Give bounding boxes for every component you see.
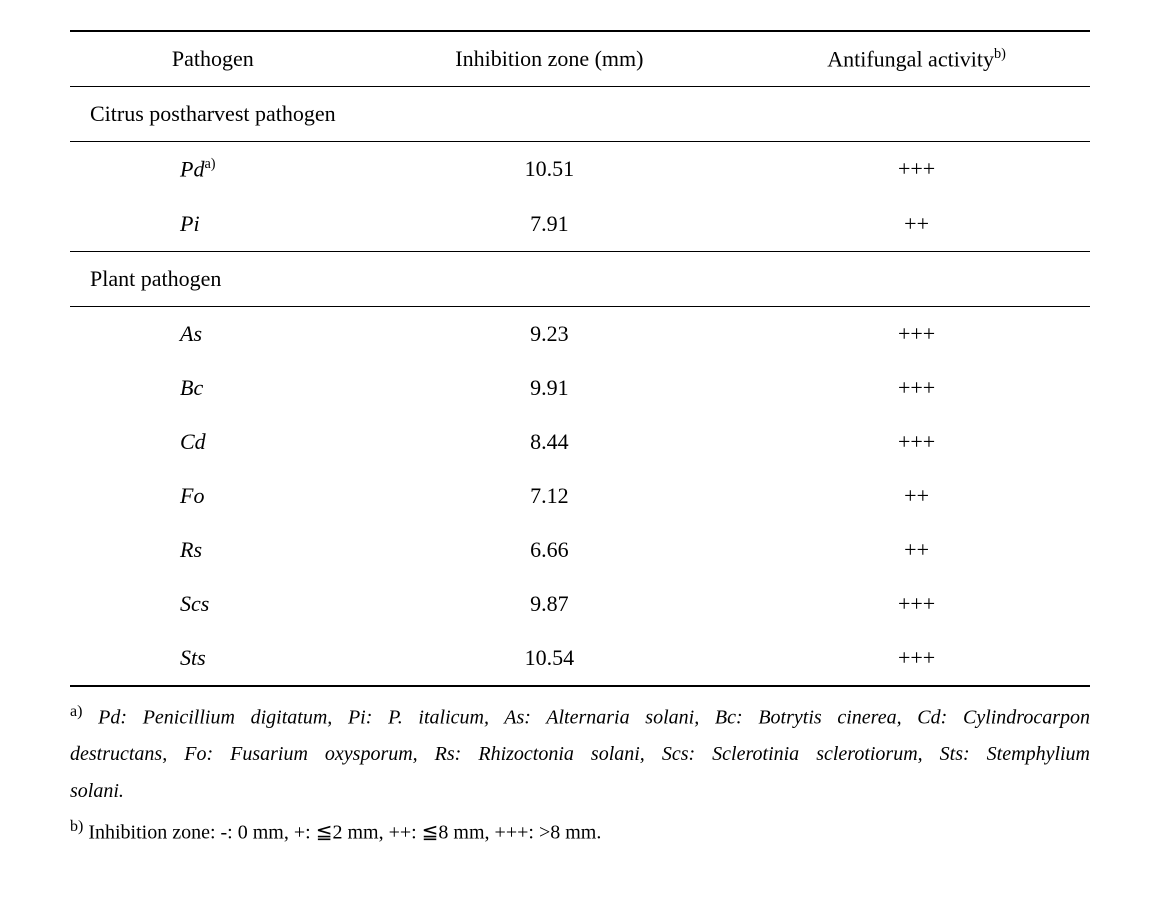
footnote-b-text: Inhibition zone: -: 0 mm, +: ≦2 mm, ++: … — [88, 822, 601, 844]
zone-value: 10.51 — [356, 142, 744, 197]
activity-value: ++ — [743, 197, 1090, 252]
table-row: As 9.23 +++ — [70, 306, 1090, 361]
table-row: Scs 9.87 +++ — [70, 577, 1090, 631]
zone-value: 9.23 — [356, 306, 744, 361]
header-row: Pathogen Inhibition zone (mm) Antifungal… — [70, 31, 1090, 87]
antifungal-table: Pathogen Inhibition zone (mm) Antifungal… — [70, 30, 1090, 687]
activity-value: +++ — [743, 631, 1090, 686]
section-title: Plant pathogen — [70, 251, 1090, 306]
zone-value: 8.44 — [356, 415, 744, 469]
table-row: Pi 7.91 ++ — [70, 197, 1090, 252]
section-header: Citrus postharvest pathogen — [70, 87, 1090, 142]
col-header-activity-text: Antifungal activity — [827, 46, 994, 71]
zone-value: 7.12 — [356, 469, 744, 523]
activity-value: +++ — [743, 142, 1090, 197]
section-header: Plant pathogen — [70, 251, 1090, 306]
table-row: Fo 7.12 ++ — [70, 469, 1090, 523]
pathogen-name: Scs — [70, 577, 356, 631]
pathogen-name: Sts — [70, 631, 356, 686]
table-row: Pda) 10.51 +++ — [70, 142, 1090, 197]
footnote-b-marker: b) — [70, 818, 83, 835]
table-row: Rs 6.66 ++ — [70, 523, 1090, 577]
pathogen-name: Pi — [70, 197, 356, 252]
pathogen-name: Pda) — [70, 142, 356, 197]
activity-value: ++ — [743, 469, 1090, 523]
zone-value: 9.91 — [356, 361, 744, 415]
table-row: Bc 9.91 +++ — [70, 361, 1090, 415]
activity-value: ++ — [743, 523, 1090, 577]
footnote-b: b) Inhibition zone: -: 0 mm, +: ≦2 mm, +… — [70, 812, 1090, 852]
activity-value: +++ — [743, 577, 1090, 631]
pathogen-name: As — [70, 306, 356, 361]
zone-value: 7.91 — [356, 197, 744, 252]
activity-value: +++ — [743, 361, 1090, 415]
col-header-activity-sup: b) — [994, 46, 1006, 62]
pathogen-name: Cd — [70, 415, 356, 469]
footnotes: a) Pd: Penicillium digitatum, Pi: P. ita… — [70, 697, 1090, 852]
pathogen-abbr: Pd — [180, 157, 204, 182]
col-header-pathogen: Pathogen — [70, 31, 356, 87]
col-header-activity: Antifungal activityb) — [743, 31, 1090, 87]
pathogen-sup: a) — [204, 156, 215, 172]
page-container: Pathogen Inhibition zone (mm) Antifungal… — [0, 0, 1160, 884]
activity-value: +++ — [743, 306, 1090, 361]
table-row: Cd 8.44 +++ — [70, 415, 1090, 469]
table-row: Sts 10.54 +++ — [70, 631, 1090, 686]
footnote-a: a) Pd: Penicillium digitatum, Pi: P. ita… — [70, 697, 1090, 811]
activity-value: +++ — [743, 415, 1090, 469]
col-header-zone: Inhibition zone (mm) — [356, 31, 744, 87]
pathogen-name: Rs — [70, 523, 356, 577]
footnote-a-text: Pd: Penicillium digitatum, Pi: P. italic… — [70, 706, 1090, 802]
zone-value: 6.66 — [356, 523, 744, 577]
zone-value: 10.54 — [356, 631, 744, 686]
zone-value: 9.87 — [356, 577, 744, 631]
pathogen-name: Fo — [70, 469, 356, 523]
footnote-a-marker: a) — [70, 703, 82, 720]
pathogen-name: Bc — [70, 361, 356, 415]
section-title: Citrus postharvest pathogen — [70, 87, 1090, 142]
